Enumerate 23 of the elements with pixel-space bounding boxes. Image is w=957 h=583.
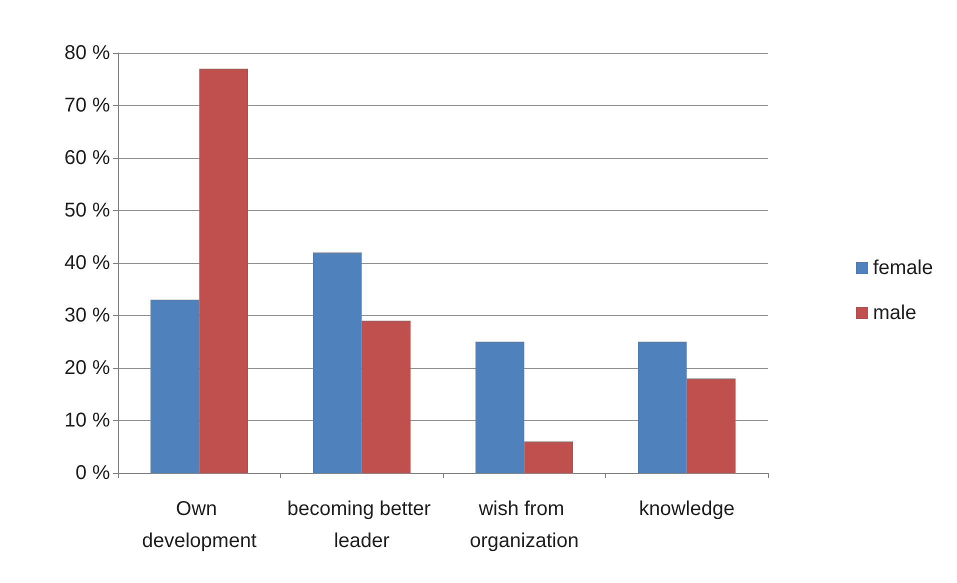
legend-label: male: [872, 302, 916, 324]
bar: [638, 342, 687, 473]
bar: [199, 68, 248, 473]
y-tick-label: 80 %: [64, 42, 110, 64]
y-tick-label: 10 %: [64, 410, 110, 432]
x-tick-label: becoming better leader: [287, 498, 436, 552]
bar: [686, 378, 736, 473]
y-tick-label: 0 %: [76, 462, 110, 484]
x-tick-label: wish from organization: [470, 498, 579, 552]
x-tick-label: Own development: [142, 498, 257, 552]
x-tick-label: knowledge: [638, 498, 735, 520]
y-tick-label: 70 %: [64, 94, 110, 116]
y-tick-label: 60 %: [64, 147, 110, 169]
y-tick-label: 40 %: [64, 252, 110, 274]
bar: [524, 442, 573, 473]
legend-label: female: [872, 257, 933, 279]
bar: [313, 252, 362, 473]
y-tick-label: 50 %: [64, 200, 110, 222]
y-tick-label: 20 %: [64, 357, 110, 379]
y-tick-label: 30 %: [64, 304, 110, 326]
bar: [362, 320, 410, 473]
bar: [150, 300, 200, 473]
bar: [476, 342, 524, 473]
